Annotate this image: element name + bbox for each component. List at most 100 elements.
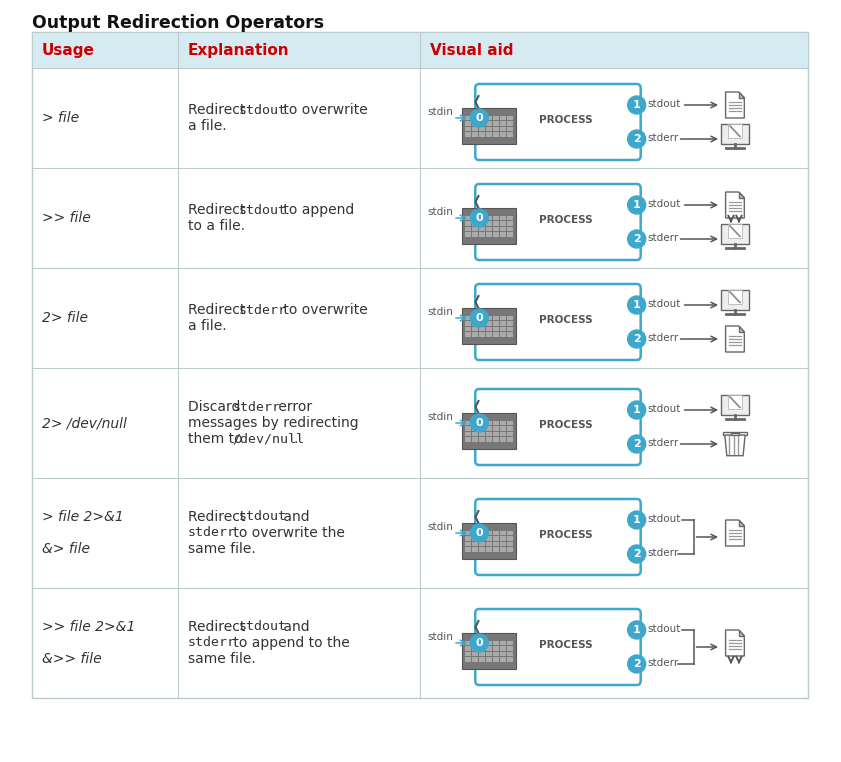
- Bar: [486, 121, 492, 126]
- Bar: [507, 132, 513, 136]
- Bar: [507, 530, 513, 535]
- Bar: [463, 108, 516, 144]
- Bar: [486, 421, 492, 425]
- Bar: [473, 421, 479, 425]
- Bar: [479, 126, 485, 131]
- Text: 2: 2: [632, 234, 641, 244]
- Text: 0: 0: [475, 638, 483, 648]
- Bar: [507, 216, 513, 220]
- Polygon shape: [725, 435, 745, 456]
- Bar: [500, 232, 506, 236]
- Bar: [473, 315, 479, 320]
- Text: /dev/null: /dev/null: [233, 433, 304, 446]
- Text: > file 2>&1: > file 2>&1: [42, 510, 124, 524]
- Text: stderr: stderr: [233, 401, 281, 414]
- Bar: [473, 646, 479, 651]
- Text: 2: 2: [632, 549, 641, 559]
- Bar: [494, 315, 500, 320]
- Bar: [507, 321, 513, 325]
- FancyBboxPatch shape: [475, 609, 641, 685]
- Bar: [494, 126, 500, 131]
- Bar: [479, 132, 485, 136]
- Text: Redirect: Redirect: [188, 203, 250, 217]
- Text: stdout: stdout: [238, 511, 287, 523]
- Text: 2> file: 2> file: [42, 311, 88, 325]
- Polygon shape: [738, 326, 744, 331]
- Bar: [486, 542, 492, 546]
- Bar: [473, 116, 479, 120]
- Polygon shape: [726, 630, 744, 656]
- Bar: [507, 657, 513, 661]
- Text: 2: 2: [632, 659, 641, 669]
- Bar: [479, 657, 485, 661]
- Bar: [728, 224, 742, 239]
- Text: to append: to append: [279, 203, 354, 217]
- Bar: [486, 437, 492, 441]
- Bar: [486, 326, 492, 331]
- Bar: [494, 536, 500, 540]
- Bar: [500, 530, 506, 535]
- Bar: [479, 315, 485, 320]
- Bar: [500, 332, 506, 337]
- Text: PROCESS: PROCESS: [539, 115, 593, 125]
- Text: to overwrite the: to overwrite the: [229, 526, 345, 540]
- Text: Visual aid: Visual aid: [430, 43, 514, 57]
- Bar: [465, 121, 471, 126]
- Text: stderr: stderr: [648, 438, 679, 448]
- Bar: [507, 326, 513, 331]
- Bar: [486, 332, 492, 337]
- Text: 0: 0: [475, 528, 483, 538]
- Bar: [479, 321, 485, 325]
- Bar: [507, 121, 513, 126]
- Bar: [486, 547, 492, 552]
- Text: to overwrite: to overwrite: [279, 303, 368, 317]
- Bar: [465, 126, 471, 131]
- Bar: [500, 542, 506, 546]
- Text: PROCESS: PROCESS: [539, 315, 593, 325]
- Bar: [500, 226, 506, 231]
- Polygon shape: [738, 520, 744, 526]
- Circle shape: [627, 130, 646, 148]
- Text: stdin: stdin: [427, 632, 452, 642]
- Text: same file.: same file.: [188, 542, 256, 556]
- Bar: [507, 437, 513, 441]
- Text: error: error: [273, 400, 312, 414]
- Bar: [479, 431, 485, 436]
- Bar: [473, 226, 479, 231]
- Bar: [479, 116, 485, 120]
- Bar: [500, 652, 506, 656]
- Bar: [465, 221, 471, 226]
- Polygon shape: [738, 192, 744, 197]
- Bar: [473, 332, 479, 337]
- Bar: [486, 126, 492, 131]
- Text: stdin: stdin: [427, 412, 452, 422]
- Bar: [721, 124, 749, 144]
- Bar: [473, 326, 479, 331]
- Bar: [721, 290, 749, 310]
- Bar: [463, 633, 516, 669]
- Bar: [507, 315, 513, 320]
- Bar: [479, 530, 485, 535]
- Bar: [479, 326, 485, 331]
- Text: same file.: same file.: [188, 652, 256, 666]
- Text: 1: 1: [632, 515, 641, 525]
- FancyBboxPatch shape: [475, 84, 641, 160]
- Text: 1: 1: [632, 625, 641, 635]
- Text: 1: 1: [632, 200, 641, 210]
- Bar: [494, 641, 500, 645]
- Text: 2> /dev/null: 2> /dev/null: [42, 416, 127, 430]
- Text: 2: 2: [632, 439, 641, 449]
- Bar: [473, 232, 479, 236]
- Text: PROCESS: PROCESS: [539, 420, 593, 430]
- Circle shape: [627, 545, 646, 563]
- Bar: [500, 116, 506, 120]
- Circle shape: [627, 621, 646, 639]
- Bar: [486, 646, 492, 651]
- Bar: [465, 116, 471, 120]
- Bar: [500, 657, 506, 661]
- Text: stdout: stdout: [238, 104, 287, 117]
- Text: Usage: Usage: [42, 43, 95, 57]
- Bar: [486, 232, 492, 236]
- Text: and: and: [279, 620, 309, 634]
- Text: 0: 0: [475, 213, 483, 223]
